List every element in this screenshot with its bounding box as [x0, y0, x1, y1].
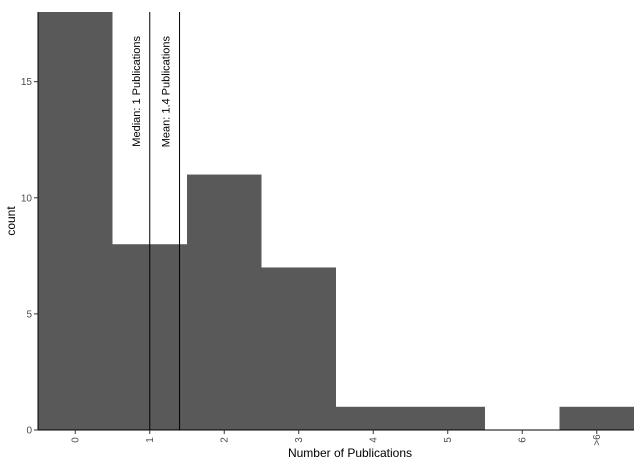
mean-label: Mean: 1.4 Publications	[161, 36, 173, 148]
x-tick-label: 1	[145, 437, 156, 443]
y-tick-label: 10	[21, 193, 33, 204]
x-tick-label: >6	[592, 434, 603, 446]
bar-5	[410, 406, 485, 430]
median-label: Median: 1 Publications	[131, 36, 143, 147]
bar-0	[38, 12, 113, 430]
x-tick-label: 3	[294, 437, 305, 443]
x-tick-label: 4	[368, 437, 379, 443]
reference-lines-group: Median: 1 Publications Mean: 1.4 Publicat…	[131, 12, 181, 430]
x-tick-label: 0	[70, 437, 81, 443]
bar-4	[336, 406, 411, 430]
x-tick-label: 5	[443, 437, 454, 443]
y-tick-label: 15	[21, 77, 33, 88]
bars-group	[38, 12, 634, 430]
y-tick-label: 5	[26, 309, 32, 320]
bar-3	[261, 267, 336, 430]
y-ticks-group: 0 5 10 15	[21, 77, 38, 437]
bar-gt6	[559, 406, 634, 430]
x-ticks-group: 0 1 2 3 4 5 6 >6	[70, 430, 603, 446]
y-axis-title: count	[4, 206, 18, 236]
x-tick-label: 2	[219, 437, 230, 443]
bar-2	[187, 174, 262, 430]
x-axis-title: Number of Publications	[288, 446, 412, 460]
x-tick-label: 6	[517, 437, 528, 443]
y-tick-label: 0	[26, 426, 32, 437]
